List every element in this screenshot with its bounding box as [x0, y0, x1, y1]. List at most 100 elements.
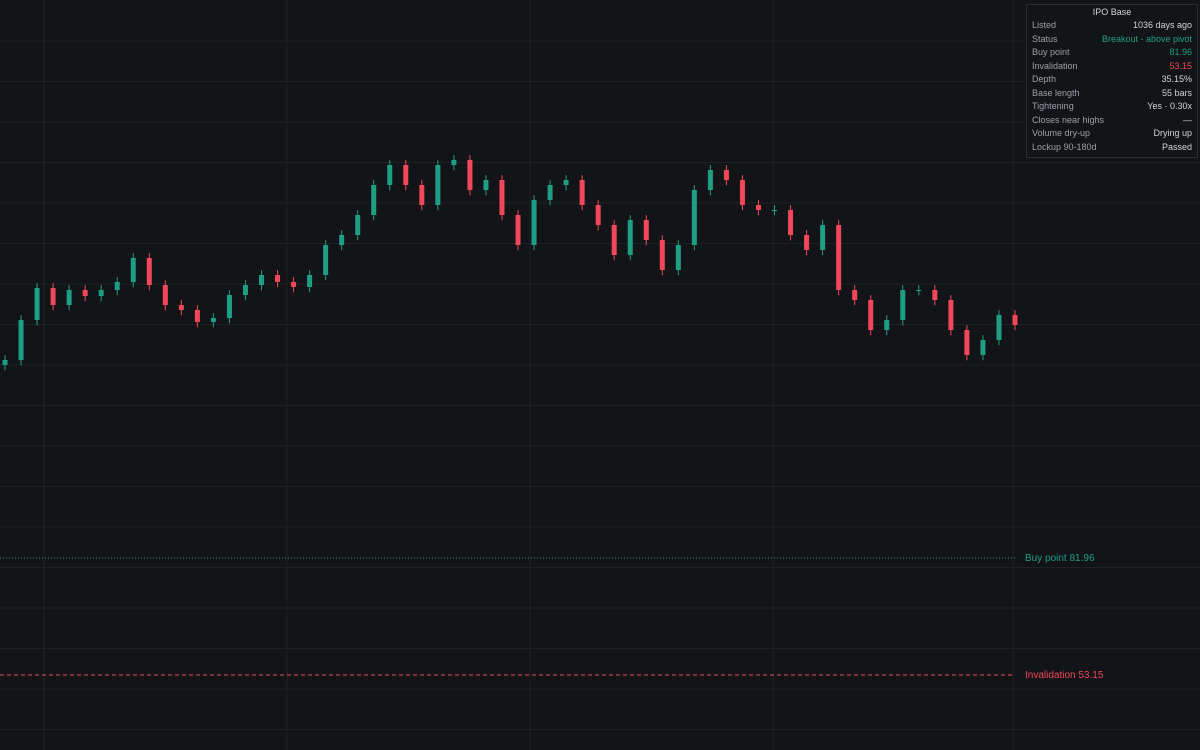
- candle-body: [435, 164, 441, 205]
- panel-row: Buy point 81.96: [1027, 46, 1197, 60]
- candle-body: [371, 185, 377, 215]
- row-value: Passed: [1161, 141, 1192, 152]
- candle-body: [146, 258, 152, 286]
- level-value: 53.15: [1078, 670, 1103, 681]
- panel-row: Base length 55 bars: [1027, 87, 1197, 101]
- candle-body: [755, 204, 761, 210]
- row-value: 35.15%: [1161, 74, 1192, 84]
- candle-body: [242, 285, 248, 296]
- row-label: Depth: [1032, 74, 1057, 84]
- panel-row: Lockup 90-180d Passed: [1027, 141, 1197, 155]
- candle-body: [579, 180, 585, 205]
- candle-body: [419, 185, 425, 205]
- panel-row: Invalidation 53.15: [1027, 60, 1197, 74]
- candle-body: [162, 285, 168, 305]
- candle-body: [34, 288, 40, 320]
- candle-body: [627, 219, 633, 255]
- row-value: Drying up: [1153, 128, 1192, 138]
- row-label: Volume dry-up: [1032, 128, 1091, 138]
- candle-body: [130, 258, 136, 283]
- candle-body: [50, 288, 56, 305]
- candle-body: [980, 340, 986, 355]
- row-label: Closes near highs: [1032, 114, 1105, 125]
- candle-body: [788, 209, 794, 236]
- candle-body: [114, 282, 120, 291]
- candle-body: [739, 180, 745, 205]
- level-value: 81.96: [1069, 553, 1094, 564]
- candle-body: [595, 204, 601, 225]
- row-label: Listed: [1032, 20, 1057, 30]
- candle-body: [387, 164, 393, 186]
- candle-body: [675, 245, 681, 270]
- candle-body: [932, 290, 938, 300]
- row-value: —: [1183, 114, 1192, 125]
- candle-body: [18, 319, 24, 360]
- level-label: Buy point 81.96: [1025, 553, 1095, 564]
- candle-body: [772, 209, 778, 211]
- candle-body: [900, 290, 906, 320]
- candle-body: [996, 314, 1002, 341]
- candle-body: [178, 304, 184, 310]
- row-label: Invalidation: [1032, 60, 1078, 71]
- candle-body: [98, 290, 104, 297]
- panel-title: IPO Base: [1092, 7, 1132, 17]
- row-value: 1036 days ago: [1132, 20, 1192, 30]
- candle-body: [852, 290, 858, 300]
- candle-body: [836, 224, 842, 291]
- row-value: 81.96: [1169, 47, 1192, 57]
- candle-body: [66, 290, 72, 305]
- candle-body: [451, 159, 457, 165]
- panel-row: Closes near highs —: [1027, 114, 1197, 128]
- candle-body: [804, 235, 810, 250]
- candle-body: [948, 300, 954, 331]
- candle-body: [884, 319, 890, 331]
- candle-body: [2, 359, 8, 365]
- row-value: 55 bars: [1161, 87, 1192, 98]
- candle-body: [275, 274, 281, 283]
- candle-body: [355, 214, 361, 236]
- candle-body: [307, 274, 313, 288]
- row-value: 53.15: [1169, 60, 1192, 71]
- row-label: Lockup 90-180d: [1032, 141, 1097, 152]
- info-panel: IPO Base Listed 1036 days ago Status Breako…: [1026, 4, 1198, 158]
- row-label: Status: [1032, 33, 1058, 44]
- panel-row: Listed 1036 days ago: [1027, 19, 1197, 33]
- panel-row: Tightening Yes · 0.30x: [1027, 100, 1197, 114]
- candle-body: [226, 295, 232, 318]
- candle-body: [547, 185, 553, 200]
- candle-body: [339, 235, 345, 246]
- panel-row: Status Breakout - above pivot: [1027, 33, 1197, 47]
- row-label: Base length: [1032, 87, 1080, 98]
- row-value: Yes · 0.30x: [1147, 101, 1192, 111]
- candle-body: [916, 290, 922, 292]
- candle-body: [323, 245, 329, 275]
- candle-body: [563, 180, 569, 186]
- candle-body: [483, 180, 489, 191]
- candle-body: [467, 159, 473, 191]
- row-value: Breakout - above pivot: [1101, 33, 1192, 44]
- candle-body: [291, 282, 297, 288]
- row-label: Buy point: [1032, 47, 1070, 57]
- candle-body: [403, 164, 409, 186]
- candle-body: [964, 330, 970, 355]
- candle-body: [210, 317, 216, 323]
- level-label: Invalidation 53.15: [1025, 670, 1104, 681]
- candle-body: [259, 274, 265, 286]
- candle-body: [691, 190, 697, 246]
- candle-body: [611, 224, 617, 255]
- candle-body: [643, 219, 649, 241]
- candle-body: [707, 169, 713, 191]
- candle-body: [82, 290, 88, 297]
- level-name: Buy point: [1025, 553, 1067, 564]
- candle-body: [515, 214, 521, 246]
- row-label: Tightening: [1032, 101, 1074, 111]
- candle-body: [723, 169, 729, 181]
- candle-body: [868, 300, 874, 331]
- candle-body: [820, 224, 826, 250]
- candle-body: [531, 200, 537, 246]
- panel-row: Volume dry-up Drying up: [1027, 127, 1197, 141]
- candle-body: [659, 240, 665, 270]
- panel-row: Depth 35.15%: [1027, 73, 1197, 87]
